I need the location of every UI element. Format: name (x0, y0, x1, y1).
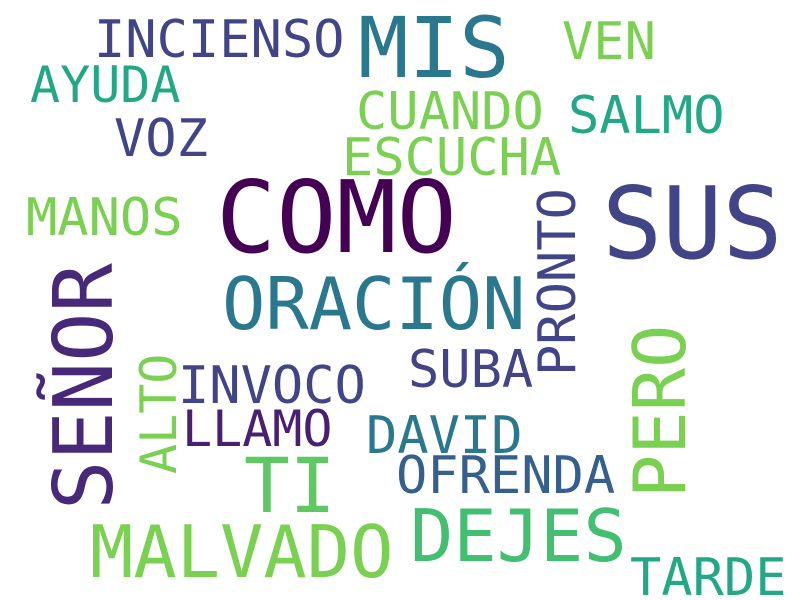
word-alto: ALTO (130, 353, 188, 474)
word-ven: VEN (562, 12, 656, 72)
word-como: COMO (216, 159, 457, 276)
word-tarde: TARDE (630, 548, 787, 600)
word-pronto: PRONTO (528, 188, 588, 376)
word-llamo: LLAMO (182, 400, 333, 458)
word-voz: VOZ (114, 109, 208, 169)
word-sus: SUS (602, 165, 783, 282)
word-ayuda: AYUDA (30, 56, 181, 114)
word-suba: SUBA (408, 340, 534, 400)
word-malvado: MALVADO (90, 510, 394, 594)
word-cuando: CUANDO (356, 82, 544, 142)
word-salmo: SALMO (568, 86, 725, 146)
word-senor: SEÑOR (37, 263, 132, 510)
word-invoco: INVOCO (178, 356, 366, 416)
word-david: DAVID (366, 406, 523, 466)
word-incienso: INCIENSO (94, 10, 345, 70)
word-ofrenda: OFRENDA (396, 446, 616, 506)
word-dejes: DEJES (410, 494, 627, 578)
word-manos: MANOS (26, 188, 183, 248)
word-pero: PERO (618, 324, 702, 498)
word-mis: MIS (358, 0, 510, 97)
word-escucha: ESCUCHA (342, 128, 562, 188)
word-ti: TI (244, 441, 336, 530)
word-oracion: ORACIÓN (222, 262, 526, 346)
